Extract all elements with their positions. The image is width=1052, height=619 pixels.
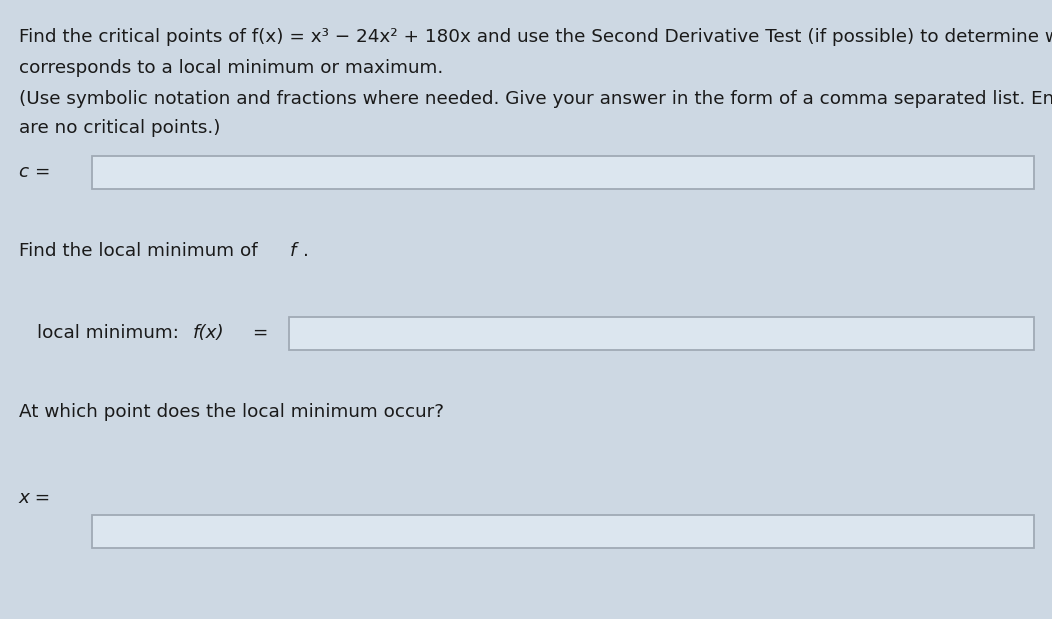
Text: =: = — [247, 324, 268, 342]
Text: are no critical points.): are no critical points.) — [19, 119, 221, 137]
Text: .: . — [303, 241, 309, 260]
Text: local minimum:: local minimum: — [37, 324, 184, 342]
Text: c =: c = — [19, 163, 50, 181]
Text: (Use symbolic notation and fractions where needed. Give your answer in the form : (Use symbolic notation and fractions whe… — [19, 90, 1052, 108]
Text: f(x): f(x) — [193, 324, 224, 342]
FancyBboxPatch shape — [92, 515, 1034, 548]
Text: Find the critical points of f(x) = x³ − 24x² + 180x and use the Second Derivativ: Find the critical points of f(x) = x³ − … — [19, 28, 1052, 46]
Text: Find the local minimum of: Find the local minimum of — [19, 241, 263, 260]
FancyBboxPatch shape — [92, 156, 1034, 189]
Text: corresponds to a local minimum or maximum.: corresponds to a local minimum or maximu… — [19, 59, 443, 77]
FancyBboxPatch shape — [289, 317, 1034, 350]
Text: x =: x = — [19, 489, 52, 508]
Text: f: f — [289, 241, 296, 260]
Text: At which point does the local minimum occur?: At which point does the local minimum oc… — [19, 402, 444, 421]
